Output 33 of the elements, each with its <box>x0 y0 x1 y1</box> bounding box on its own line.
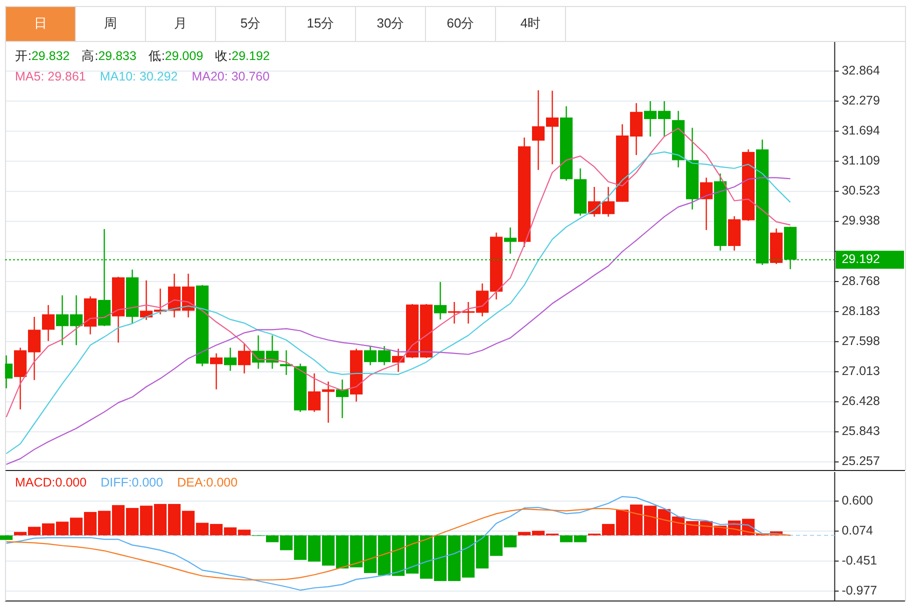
y-tick-label: 28.768 <box>842 274 880 288</box>
y-tick-label: 31.694 <box>842 123 880 138</box>
annotation: 开:29.832 <box>15 49 70 64</box>
y-tick-label: -0.977 <box>842 583 878 598</box>
annotation: 高:29.833 <box>82 48 136 64</box>
y-tick-label: 0.600 <box>842 493 874 508</box>
y-tick-label: 28.183 <box>842 304 880 318</box>
text: 月 <box>174 15 187 30</box>
annotation: 收:29.192 <box>215 49 270 64</box>
legend: MACD:0.000 DIFF:0.000 DEA:0.000 <box>15 475 238 490</box>
series-names: MA5: 29.861 MA10: 30.292 MA20: 30.760 <box>15 69 270 84</box>
y-tick-label: 29.938 <box>842 214 880 228</box>
text: 5分 <box>240 15 261 30</box>
y-tick-label: 25.257 <box>842 454 880 468</box>
text: 4时 <box>520 15 541 30</box>
y-tick-label: 27.013 <box>842 364 880 378</box>
y-tick-label: 27.598 <box>842 334 880 348</box>
text: 30分 <box>376 15 404 30</box>
y-tick-label: 32.279 <box>842 93 880 108</box>
ref-line-label: 29.192 <box>842 252 880 266</box>
ref-line: 29.192 <box>4 250 904 269</box>
y-tick-label: 0.074 <box>842 523 874 538</box>
text: 15分 <box>306 15 334 30</box>
y-tick-label: 26.428 <box>842 394 880 408</box>
y-tick-label: 25.843 <box>842 424 880 438</box>
y-tick-label: 30.523 <box>842 184 880 198</box>
y-tick-label: -0.451 <box>842 553 878 568</box>
annotation: 低:29.009 <box>148 49 204 64</box>
text: 60分 <box>446 15 474 30</box>
text: 周 <box>104 15 117 30</box>
text: 日 <box>34 15 47 30</box>
y-tick-label: 32.864 <box>842 63 880 78</box>
y-tick-label: 31.109 <box>842 154 880 168</box>
